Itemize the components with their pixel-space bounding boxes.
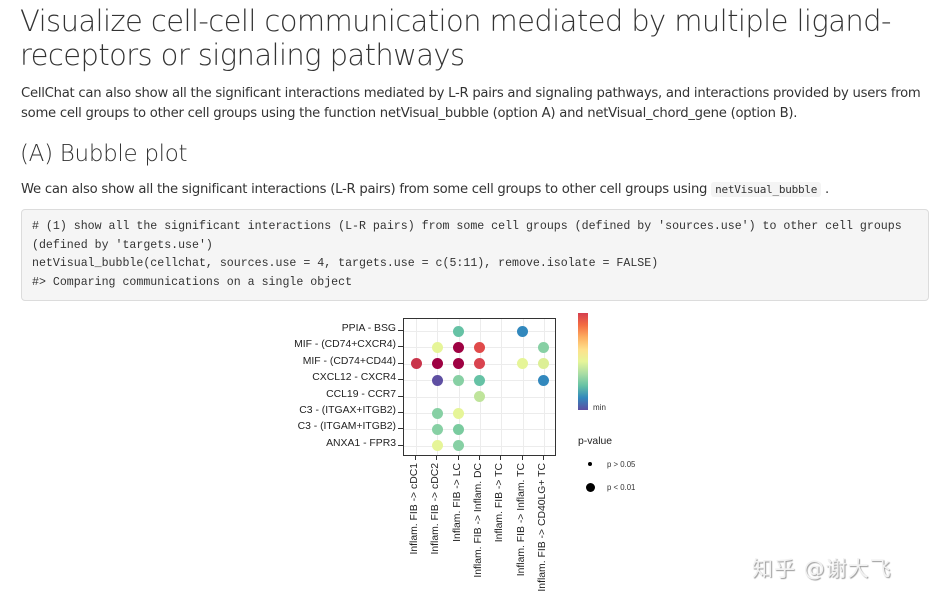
y-tick — [398, 362, 403, 364]
x-tick — [457, 456, 459, 460]
color-bar-min-label: min — [593, 403, 606, 412]
bubble-point — [538, 374, 550, 386]
bubble-point — [431, 374, 443, 386]
bubble-point — [453, 341, 465, 353]
bubble-point — [474, 358, 486, 370]
y-axis-label: MIF - (CD74+CXCR4) — [294, 339, 396, 351]
y-axis-label: C3 - (ITGAM+ITGB2) — [297, 421, 396, 433]
color-bar — [578, 313, 588, 410]
code-line: #> Comparing communications on a single … — [32, 275, 353, 289]
x-axis-label: Inflam. FIB -> cDC2 — [430, 463, 442, 555]
size-legend-label: p > 0.05 — [607, 460, 636, 469]
code-line: # (1) show all the significant interacti… — [32, 220, 902, 233]
intro-paragraph: CellChat can also show all the significa… — [21, 86, 921, 121]
grid-line — [404, 445, 555, 447]
y-axis-label: CCL19 - CCR7 — [326, 388, 396, 400]
bubble-point — [431, 440, 443, 452]
bubble-point — [453, 407, 465, 419]
x-tick — [478, 456, 480, 460]
x-tick — [415, 456, 416, 460]
section-description: We can also show all the significant int… — [21, 180, 829, 200]
x-axis-label: Inflam. FIB -> TC — [494, 463, 506, 543]
bubble-point — [453, 358, 465, 370]
y-tick — [398, 395, 403, 397]
code-line: (defined by 'targets.use') — [32, 238, 213, 252]
y-tick — [398, 444, 403, 446]
grid-line — [404, 331, 555, 332]
grid-line — [522, 319, 524, 455]
bubble-point — [410, 358, 422, 370]
x-axis-label: Inflam. FIB -> Inflam. TC — [515, 463, 527, 577]
y-tick — [398, 346, 403, 348]
section-text: We can also show all the significant int… — [21, 182, 712, 197]
bubble-point — [474, 391, 486, 403]
page-heading: Visualize cell-cell communication mediat… — [20, 4, 891, 72]
grid-line — [404, 413, 555, 414]
bubble-plot: PPIA - BSG MIF - (CD74+CXCR4) MIF - (CD74+… — [280, 308, 660, 606]
bubble-point — [538, 341, 550, 353]
bubble-point — [431, 358, 443, 370]
x-tick — [542, 456, 544, 460]
y-tick — [398, 412, 403, 413]
grid-line — [479, 319, 481, 455]
plot-panel — [403, 318, 556, 456]
code-line: netVisual_bubble(cellchat, sources.use =… — [32, 257, 659, 271]
grid-line — [416, 319, 417, 455]
y-tick — [398, 330, 403, 331]
x-axis-label: Inflam. FIB -> Inflam. DC — [472, 463, 484, 578]
grid-line — [543, 319, 545, 455]
y-axis-label: CXCL12 - CXCR4 — [312, 372, 396, 384]
bubble-point — [453, 325, 465, 337]
grid-line — [458, 319, 460, 455]
x-axis-label: Inflam. FIB -> cDC1 — [409, 463, 420, 555]
grid-line — [501, 319, 503, 455]
bubble-point — [474, 374, 486, 386]
bubble-point — [453, 423, 465, 435]
bubble-point — [474, 341, 486, 353]
size-legend-small-dot-icon — [588, 462, 592, 466]
bubble-point — [453, 374, 465, 386]
x-tick — [521, 456, 523, 460]
bubble-point — [431, 341, 443, 353]
bubble-point — [517, 358, 528, 370]
y-axis-labels: PPIA - BSG MIF - (CD74+CXCR4) MIF - (CD74+… — [280, 308, 396, 468]
y-axis-label: ANXA1 - FPR3 — [326, 437, 396, 449]
section-title: (A) Bubble plot — [20, 141, 188, 167]
grid-line — [404, 429, 555, 431]
y-axis-label: MIF - (CD74+CD44) — [302, 355, 396, 367]
code-block[interactable]: # (1) show all the significant interacti… — [21, 209, 929, 301]
bubble-point — [538, 358, 550, 370]
size-legend-title: p-value — [578, 436, 613, 447]
section-text-end: . — [821, 182, 829, 197]
x-axis-label: Inflam. FIB -> LC — [451, 463, 463, 542]
watermark: 知乎 @谢大飞 — [752, 557, 892, 581]
bubble-point — [431, 407, 443, 419]
size-legend-large-dot-icon — [586, 483, 595, 492]
inline-code: netVisual_bubble — [711, 182, 822, 197]
x-axis-label: Inflam. FIB -> CD40LG+ TC — [536, 463, 548, 592]
y-tick — [398, 379, 403, 381]
y-axis-label: C3 - (ITGAX+ITGB2) — [299, 405, 396, 416]
size-legend-label: p < 0.01 — [607, 483, 636, 492]
bubble-point — [431, 423, 443, 435]
x-tick — [436, 456, 438, 460]
y-axis-label: PPIA - BSG — [341, 323, 396, 334]
bubble-point — [453, 440, 465, 452]
grid-line — [437, 319, 439, 455]
y-tick — [398, 428, 403, 430]
x-tick — [500, 456, 502, 460]
bubble-point — [517, 325, 528, 337]
